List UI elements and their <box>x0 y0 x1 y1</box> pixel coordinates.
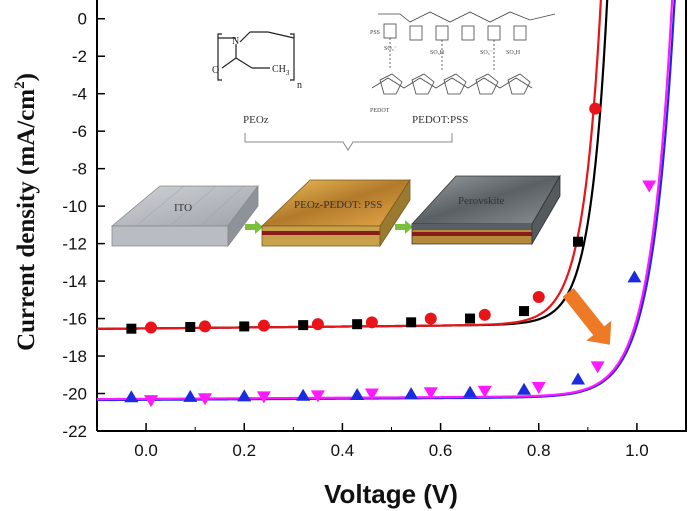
curves <box>97 0 676 408</box>
y-tick-label: -2 <box>72 47 87 66</box>
pedot-pss-label: PEDOT:PSS <box>412 114 468 126</box>
orange-arrow <box>562 287 612 345</box>
peoz-o-atom: O <box>212 65 219 76</box>
series-0-marker <box>352 319 363 330</box>
y-tick-label: -22 <box>62 422 87 441</box>
x-tick-label: 0.0 <box>134 441 158 460</box>
x-tick-label: 1.0 <box>625 441 649 460</box>
series-2-marker <box>404 387 419 400</box>
peoz-ch3: CH3 <box>272 64 290 77</box>
series-2-marker <box>183 389 198 402</box>
series-3-marker <box>256 391 271 404</box>
pedot-pss-tag: PSS <box>370 30 380 36</box>
series-1-marker <box>257 319 270 332</box>
y-ticks: 0 -2 -4 -6 -8 -10 -12 -14 -16 -18 -20 -22 <box>62 10 105 441</box>
ito-layer: ITO <box>110 184 259 248</box>
y-axis-title-end: ) <box>13 73 40 81</box>
x-tick-label: 0.8 <box>527 441 551 460</box>
series-3-marker <box>531 381 546 394</box>
y-axis-title-sup: 2 <box>12 81 28 89</box>
y-tick-label: -10 <box>62 197 87 216</box>
series-2-marker <box>463 385 478 398</box>
x-ticks: 0.0 0.2 0.4 0.6 0.8 1.0 <box>96 423 687 460</box>
series-2-marker <box>124 390 139 403</box>
peoz-n-atom: N <box>232 36 239 47</box>
series-0-marker <box>406 317 417 328</box>
x-tick-label: 0.6 <box>429 441 453 460</box>
series-3-marker <box>477 385 492 398</box>
series-2-marker <box>296 388 311 401</box>
pedot-so3h-a: SO₃H <box>430 50 445 56</box>
series-1-marker <box>365 316 378 329</box>
series-1-marker <box>532 291 545 304</box>
pedot-so3h-b: SO₃H <box>506 50 521 56</box>
peoz-structure <box>217 31 295 81</box>
y-tick-label: -20 <box>62 385 87 404</box>
ito-label: ITO <box>174 202 192 214</box>
flow-arrow-1 <box>245 220 263 234</box>
series-3-marker <box>197 393 212 406</box>
series-0-marker <box>185 321 196 332</box>
peoz-ch: CH <box>272 64 286 75</box>
y-tick-label: -14 <box>62 272 87 291</box>
series-0-marker <box>465 313 476 324</box>
series-2-marker <box>571 372 586 385</box>
series-0-marker <box>573 236 584 247</box>
flow-arrow-2 <box>395 220 413 234</box>
y-tick-label: 0 <box>78 10 87 29</box>
peoz-repeat-n: n <box>297 80 302 91</box>
perovskite-layer: Perovskite <box>411 174 561 246</box>
x-axis-title: Voltage (V) <box>324 479 458 509</box>
series-1-marker <box>144 321 157 334</box>
series-0-marker <box>126 323 137 334</box>
series-0-marker <box>239 321 250 332</box>
pedot-so3-a: SO₃⁻ <box>384 46 397 52</box>
series-1-marker <box>198 320 211 333</box>
series-1-marker <box>424 312 437 325</box>
annotation <box>562 287 612 345</box>
series-2-marker <box>237 389 252 402</box>
series-2-marker <box>517 382 532 395</box>
y-tick-label: -4 <box>72 85 87 104</box>
series-line-3 <box>97 0 674 401</box>
inset-device-illustration: N O CH3 n PSS PEDOT SO₃⁻ SO₃H SO₃⁻ S <box>110 11 561 248</box>
peoz-pedot-label: PEOz-PEDOT: PSS <box>294 199 382 211</box>
series-1-marker <box>589 102 602 115</box>
x-tick-label: 0.2 <box>232 441 256 460</box>
y-tick-label: -6 <box>72 122 87 141</box>
series-line-1 <box>97 0 602 330</box>
pedot-pss-structure <box>371 11 556 95</box>
x-tick-label: 0.4 <box>331 441 355 460</box>
series-3-marker <box>310 390 325 403</box>
series-0-marker <box>298 320 309 331</box>
series-3-marker <box>423 387 438 400</box>
series-1-marker <box>311 318 324 331</box>
y-axis-title-main: Current density (mA/cm <box>13 89 40 351</box>
series-3-marker <box>642 180 657 193</box>
peoz-pedot-layer: PEOz-PEDOT: PSS <box>261 178 411 248</box>
series-2-marker <box>350 388 365 401</box>
pedot-so3-b: SO₃⁻ <box>480 50 493 56</box>
bracket <box>244 133 453 151</box>
series-3-marker <box>364 388 379 401</box>
series-3-marker <box>590 361 605 374</box>
series-1-marker <box>478 308 491 321</box>
pedot-tag: PEDOT <box>370 108 390 114</box>
y-tick-label: -16 <box>62 310 87 329</box>
y-tick-label: -8 <box>72 160 87 179</box>
y-tick-label: -12 <box>62 235 87 254</box>
series-3-marker <box>143 395 158 408</box>
y-tick-label: -18 <box>62 347 87 366</box>
series-2-marker <box>627 270 642 283</box>
y-axis-title: Current density (mA/cm2) <box>12 73 40 351</box>
peoz-label: PEOz <box>243 114 269 126</box>
series-0-marker <box>519 306 530 317</box>
peoz-ch-sub: 3 <box>286 69 290 77</box>
perovskite-label: Perovskite <box>458 195 505 207</box>
